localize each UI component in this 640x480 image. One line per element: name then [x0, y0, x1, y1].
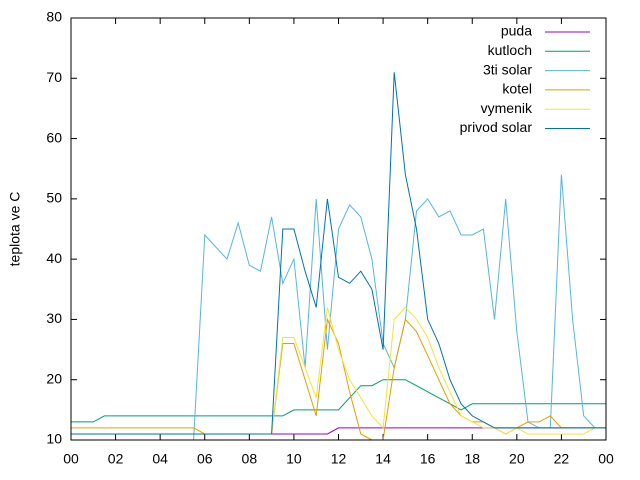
legend-label: privod solar: [460, 119, 533, 135]
x-tick-label: 08: [242, 451, 258, 467]
legend-label: kotel: [502, 81, 532, 97]
series-line: [71, 379, 606, 423]
x-tick-label: 16: [420, 451, 436, 467]
legend-label: vymenik: [481, 100, 533, 116]
series-line: [71, 174, 606, 441]
x-tick-label: 18: [464, 451, 480, 467]
x-tick-label: 20: [509, 451, 525, 467]
x-tick-label: 06: [197, 451, 213, 467]
y-tick-label: 10: [46, 431, 62, 447]
series-line: [71, 72, 606, 435]
x-tick-label: 00: [598, 451, 614, 467]
x-tick-label: 10: [286, 451, 302, 467]
series-line: [71, 306, 606, 435]
x-tick-label: 04: [152, 451, 168, 467]
y-tick-label: 30: [46, 310, 62, 326]
legend-label: kutloch: [488, 42, 532, 58]
x-tick-label: 14: [375, 451, 391, 467]
y-tick-label: 60: [46, 129, 62, 145]
y-tick-label: 80: [46, 9, 62, 25]
y-tick-label: 40: [46, 250, 62, 266]
y-tick-label: 20: [46, 370, 62, 386]
y-tick-label: 70: [46, 69, 62, 85]
plot-border: [70, 17, 607, 441]
y-tick-label: 50: [46, 190, 62, 206]
series-line: [71, 317, 606, 441]
x-tick-label: 12: [331, 451, 347, 467]
legend-label: 3ti solar: [483, 61, 532, 77]
x-tick-label: 02: [108, 451, 124, 467]
y-axis-label: teplota ve C: [7, 192, 23, 267]
x-tick-label: 00: [63, 451, 79, 467]
x-tick-label: 22: [554, 451, 570, 467]
legend-label: puda: [501, 23, 532, 39]
